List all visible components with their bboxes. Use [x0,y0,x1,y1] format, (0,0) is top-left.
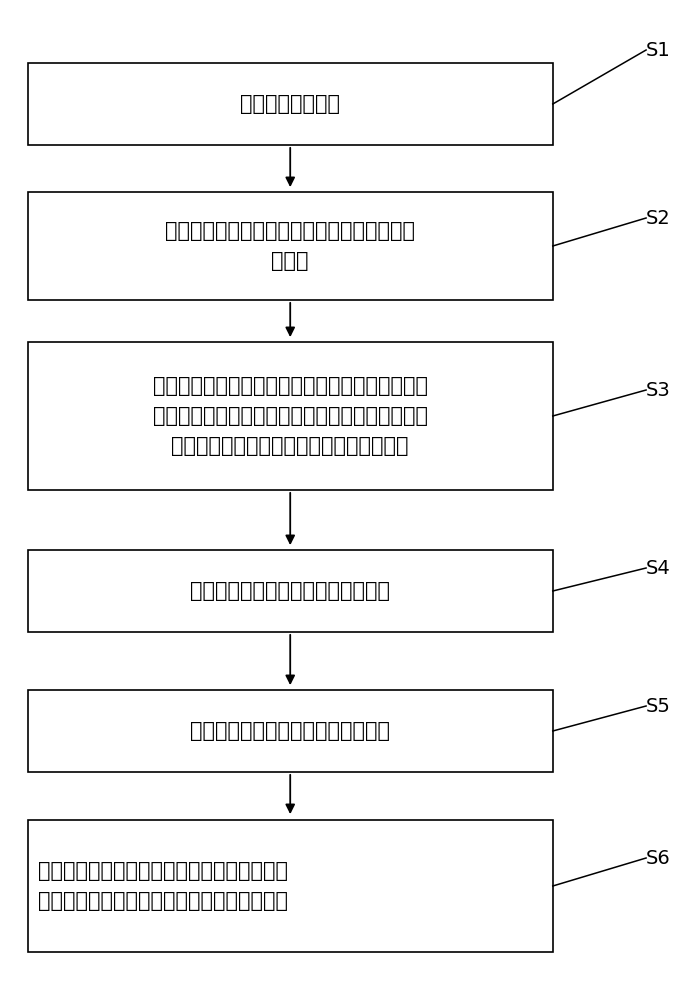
Text: S6: S6 [646,848,671,867]
Bar [28,690,553,772]
Text: 建立与采集的隧道衬砌数据和运用荷载结构法计算
的隧道衬砌数据有关的目标函数，目标函数满足设
定条件时，记录荷载结构法施加的围岩压力: 建立与采集的隧道衬砌数据和运用荷载结构法计算 的隧道衬砌数据有关的目标函数，目标… [153,376,428,456]
Text: 运用荷载结构法计算不同围岩压力下的隧道衬
砌数据: 运用荷载结构法计算不同围岩压力下的隧道衬 砌数据 [165,221,415,271]
Text: S2: S2 [646,209,671,228]
Text: S5: S5 [646,696,671,716]
Text: 计算设计围岩压力下的围岩松动范围: 计算设计围岩压力下的围岩松动范围 [190,721,390,741]
Text: S4: S4 [646,558,671,578]
Text: S1: S1 [646,40,671,60]
Bar [28,192,553,300]
Bar [28,342,553,490]
Bar [28,63,553,145]
Bar [28,820,553,952]
Text: 根据所述围岩压力计算围岩松动范围: 根据所述围岩压力计算围岩松动范围 [190,581,390,601]
Text: 根据围岩压力计算的围岩松动范围和设计围岩
压力下的围岩松动范围得到围岩弱化发展范围: 根据围岩压力计算的围岩松动范围和设计围岩 压力下的围岩松动范围得到围岩弱化发展范… [38,861,288,911]
Text: S3: S3 [646,380,671,399]
Bar [28,550,553,632]
Text: 采集隧道衬砌数据: 采集隧道衬砌数据 [240,94,340,114]
